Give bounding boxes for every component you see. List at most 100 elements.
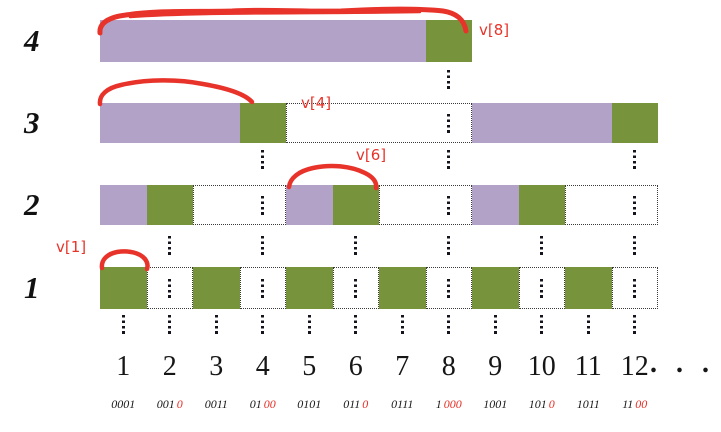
- binary-label-col12: 11 00: [622, 397, 647, 411]
- ellipsis-dots-gap3-col4: [261, 315, 265, 334]
- binary-label-col8: 1 000: [436, 397, 462, 411]
- binary-label-col9: 1001: [483, 397, 507, 411]
- level2-purple-cols9-9: [472, 185, 519, 225]
- ellipsis-dots-gap3-col9: [493, 315, 497, 334]
- ellipsis-dots-gap1-col12: [633, 150, 637, 169]
- ellipsis-dots-gap2-col6: [354, 236, 358, 255]
- ellipsis-dots-gap1-col4: [261, 150, 265, 169]
- binary-significant-bits: 0101: [297, 397, 322, 411]
- level2-empty-cols7-8: [379, 185, 472, 225]
- binary-significant-bits: 1001: [483, 397, 508, 411]
- level2-green-cols6-6: [332, 185, 379, 225]
- binary-label-col11: 1011: [577, 397, 600, 411]
- binary-label-col3: 0011: [205, 397, 228, 411]
- ellipsis-dots-in-level3-col8: [447, 113, 451, 133]
- annotation-v8: v[8]: [479, 21, 510, 39]
- ellipsis-dots-gap3-col1: [121, 315, 125, 334]
- binary-label-col7: 0111: [391, 397, 413, 411]
- level2-green-cols10-10: [518, 185, 565, 225]
- column-number-1: 1: [116, 351, 131, 382]
- binary-label-col5: 0101: [297, 397, 321, 411]
- column-number-10: 10: [527, 351, 556, 382]
- level1-green-cols7-7: [379, 267, 426, 309]
- level4-green-cols8-8: [425, 20, 472, 62]
- ellipsis-dots-in-level2-col8: [447, 195, 451, 215]
- level2-green-cols2-2: [146, 185, 193, 225]
- column-number-12: 12: [620, 351, 649, 382]
- level4-purple-cols1-7: [100, 20, 426, 62]
- binary-label-col1: 0001: [111, 397, 135, 411]
- brace-v4: [97, 78, 255, 107]
- column-number-9: 9: [488, 351, 503, 382]
- ellipsis-dots-in-level1-col2: [168, 278, 172, 298]
- level-label-3: 3: [24, 105, 40, 140]
- binary-label-col10: 101 0: [529, 397, 555, 411]
- ellipsis-dots-in-level1-col4: [261, 278, 265, 298]
- ellipsis-dots-gap3-col5: [307, 315, 311, 334]
- annotation-v1: v[1]: [56, 238, 87, 256]
- binary-significant-bits: 001: [156, 397, 175, 411]
- columns-continue-ellipsis: . . .: [650, 348, 715, 379]
- level3-green-cols12-12: [611, 103, 658, 143]
- column-number-7: 7: [395, 351, 410, 382]
- annotation-v6: v[6]: [356, 146, 387, 164]
- level1-green-cols5-5: [286, 267, 333, 309]
- brace-v8-retrace: [128, 10, 422, 19]
- binary-significant-bits: 1: [435, 397, 442, 411]
- level2-empty-cols11-12: [565, 185, 658, 225]
- ellipsis-dots-in-level2-col12: [633, 195, 637, 215]
- ellipsis-dots-gap2-col4: [261, 236, 265, 255]
- level1-green-cols9-9: [472, 267, 519, 309]
- ellipsis-dots-gap3-col12: [633, 315, 637, 334]
- binary-significant-bits: 101: [528, 397, 547, 411]
- level1-green-cols1-1: [100, 267, 147, 309]
- level1-empty-cols2-2: [146, 267, 193, 309]
- column-number-3: 3: [209, 351, 224, 382]
- binary-significant-bits: 011: [343, 397, 361, 411]
- binary-label-col4: 01 00: [250, 397, 276, 411]
- level3-empty-cols5-8: [286, 103, 472, 143]
- ellipsis-dots-gap0-col8: [447, 70, 451, 89]
- level3-purple-cols1-3: [100, 103, 240, 143]
- level-label-4: 4: [24, 23, 40, 58]
- binary-significant-bits: 0001: [111, 397, 136, 411]
- ellipsis-dots-gap3-col8: [447, 315, 451, 334]
- column-number-2: 2: [162, 351, 177, 382]
- ellipsis-dots-gap2-col8: [447, 236, 451, 255]
- binary-significant-bits: 11: [622, 397, 634, 411]
- ellipsis-dots-gap3-col6: [354, 315, 358, 334]
- column-number-5: 5: [302, 351, 317, 382]
- binary-significant-bits: 1011: [576, 397, 600, 411]
- binary-significant-bits: 01: [249, 397, 262, 411]
- ellipsis-dots-in-level1-col10: [540, 278, 544, 298]
- binary-trailing-zeros: 00: [263, 397, 276, 411]
- binary-trailing-zeros: 000: [443, 397, 462, 411]
- binary-trailing-zeros: 00: [635, 397, 648, 411]
- binary-trailing-zeros: 0: [548, 397, 555, 411]
- ellipsis-dots-gap3-col7: [400, 315, 404, 334]
- level-label-2: 2: [24, 187, 40, 222]
- ellipsis-dots-gap3-col10: [540, 315, 544, 334]
- ellipsis-dots-gap2-col2: [168, 236, 172, 255]
- column-number-4: 4: [255, 351, 270, 382]
- level2-empty-cols3-4: [193, 185, 286, 225]
- level2-purple-cols1-1: [100, 185, 147, 225]
- binary-trailing-zeros: 0: [176, 397, 183, 411]
- binary-label-col2: 001 0: [157, 397, 183, 411]
- column-number-11: 11: [574, 351, 602, 382]
- level-label-1: 1: [24, 270, 40, 305]
- ellipsis-dots-gap3-col2: [168, 315, 172, 334]
- annotation-v4: v[4]: [301, 94, 332, 112]
- binary-significant-bits: 0011: [204, 397, 228, 411]
- ellipsis-dots-gap3-col11: [586, 315, 590, 334]
- binary-trailing-zeros: 0: [362, 397, 369, 411]
- ellipsis-dots-in-level1-col12: [633, 278, 637, 298]
- column-number-6: 6: [348, 351, 363, 382]
- level1-green-cols3-3: [193, 267, 240, 309]
- level2-purple-cols5-5: [286, 185, 333, 225]
- ellipsis-dots-in-level1-col8: [447, 278, 451, 298]
- level1-green-cols11-11: [565, 267, 612, 309]
- column-number-8: 8: [441, 351, 456, 382]
- ellipsis-dots-gap1-col8: [447, 150, 451, 169]
